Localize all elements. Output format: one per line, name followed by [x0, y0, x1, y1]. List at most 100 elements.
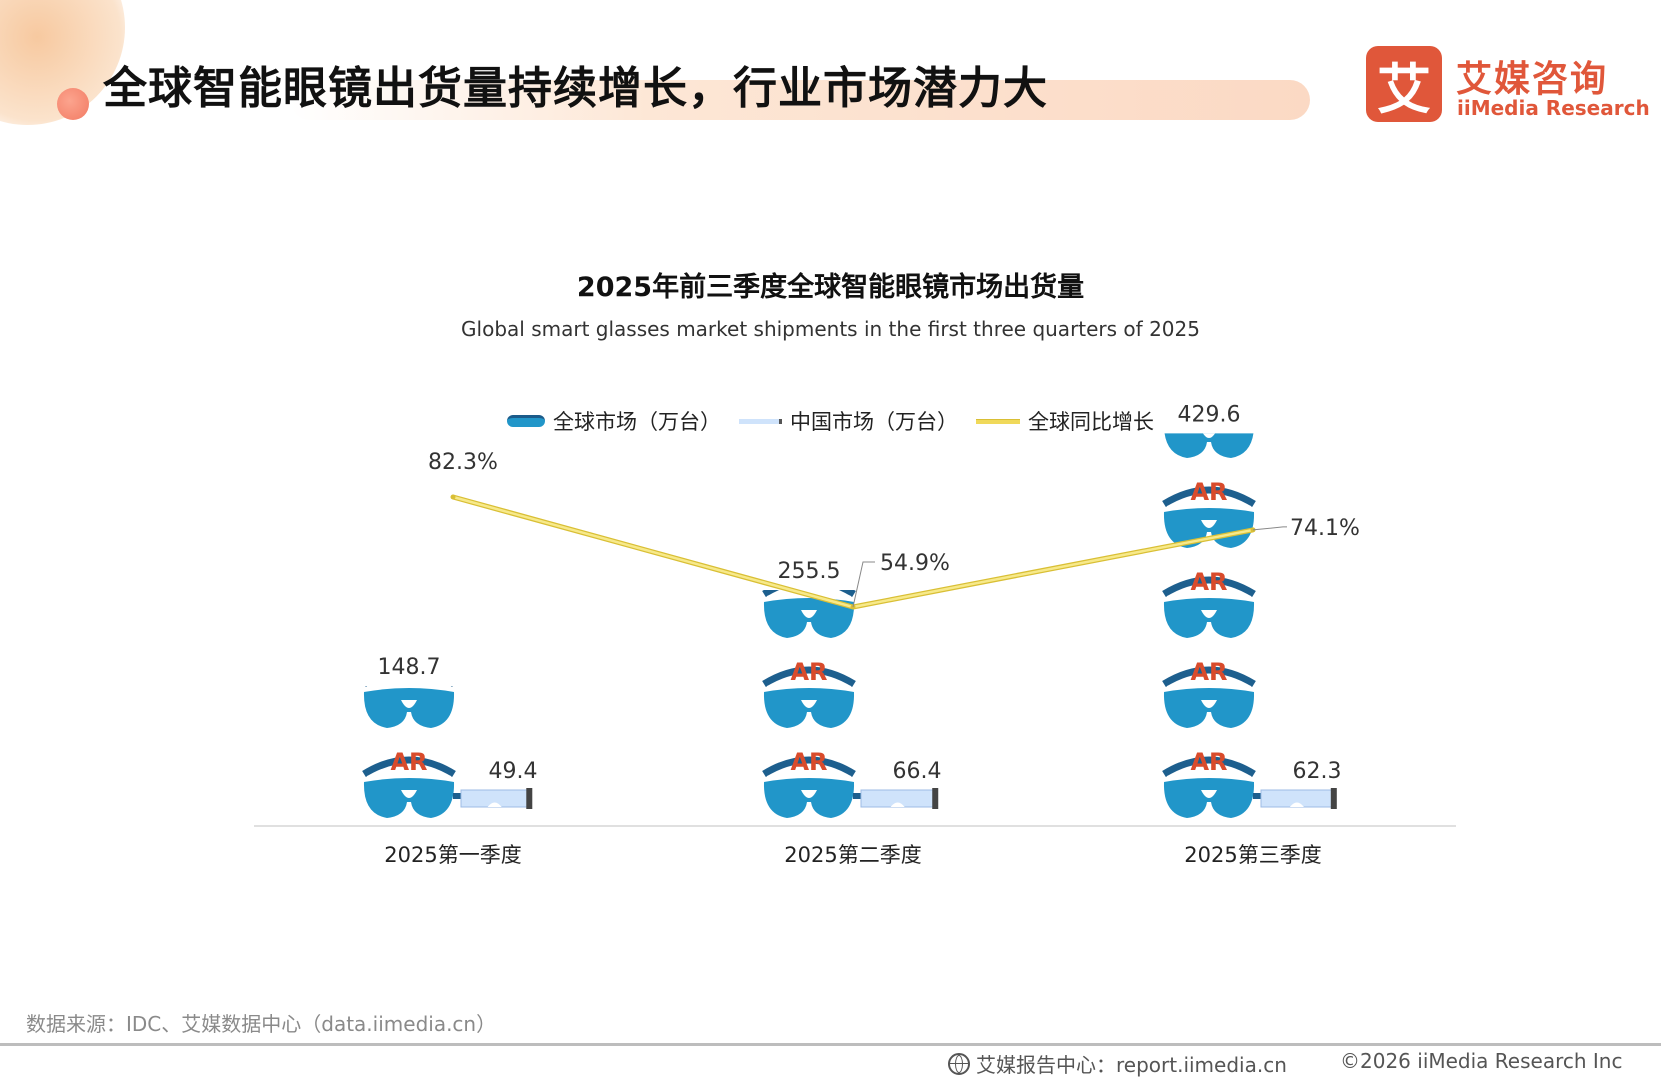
china-pictograph-3-nose	[1289, 802, 1304, 807]
global-pictograph-3-4: AR	[1162, 478, 1256, 548]
growth-label-2: 54.9%	[880, 551, 950, 576]
global-pictograph-2-2-band	[767, 676, 851, 691]
global-pictograph-3-5-nose	[1202, 433, 1216, 438]
global-pictograph-3-1-ar-text: AR	[1190, 748, 1227, 776]
growth-leader-3	[1252, 526, 1287, 531]
global-pictograph-3-3: AR	[1162, 568, 1256, 638]
legend-item-growth: 全球同比增长	[976, 406, 1154, 436]
global-pictograph-2-1-ar-text: AR	[790, 748, 827, 776]
global-pictograph-3-4-ar-text: AR	[1190, 478, 1227, 506]
china-pictograph-2-arm	[932, 788, 939, 809]
chart-legend: 全球市场（万台） 中国市场（万台） 全球同比增长	[0, 406, 1661, 436]
global-pictograph-1-1-body: AR	[362, 748, 456, 818]
global-pictograph-2-3-nose	[801, 610, 817, 618]
global-pictograph-2-2-ar-text: AR	[790, 658, 827, 686]
china-pictograph-1-arm	[526, 788, 533, 809]
global-pictograph-3-3-ar-text: AR	[1190, 568, 1227, 596]
global-pictograph-2-1-body: AR	[762, 748, 856, 818]
legend-label-growth: 全球同比增长	[1028, 410, 1154, 434]
page-title: 全球智能眼镜出货量持续增长，行业市场潜力大	[103, 63, 1048, 114]
data-source: 数据来源：IDC、艾媒数据中心（data.iimedia.cn）	[26, 1012, 497, 1036]
global-pictograph-3-2-nose	[1201, 700, 1217, 708]
global-value-label-3: 429.6	[1178, 402, 1241, 427]
ar-glasses-icon	[507, 415, 545, 427]
china-value-label-2: 66.4	[893, 759, 942, 784]
global-pictograph-3-3-body: AR	[1162, 568, 1256, 638]
china-pictograph-1-hinge	[453, 793, 463, 799]
global-pictograph-3-5: AR	[1164, 433, 1254, 458]
global-pictograph-3-1-nose	[1201, 790, 1217, 798]
logo-chinese-name: 艾媒咨询	[1456, 59, 1609, 100]
footer-report-text: 艾媒报告中心：report.iimedia.cn	[976, 1053, 1287, 1077]
global-pictograph-3-4-band	[1167, 496, 1251, 511]
china-pictograph-1-nose	[487, 802, 502, 807]
global-pictograph-3-2-ar-text: AR	[1190, 658, 1227, 686]
category-label-3: 2025第三季度	[1184, 843, 1321, 867]
legend-label-china: 中国市场（万台）	[790, 410, 958, 434]
global-pictograph-1-2-band	[367, 686, 451, 691]
chart-title: 2025年前三季度全球智能眼镜市场出货量	[576, 272, 1085, 303]
legend-label-global: 全球市场（万台）	[553, 410, 721, 434]
category-label-2: 2025第二季度	[784, 843, 921, 867]
global-pictograph-1-1-frame	[362, 756, 456, 777]
global-pictograph-2-1-frame	[762, 756, 856, 777]
global-pictograph-3-4-frame	[1162, 486, 1256, 507]
category-label-1: 2025第一季度	[384, 843, 521, 867]
growth-label-1: 82.3%	[428, 450, 498, 475]
global-pictograph-1-2-body: AR	[363, 686, 455, 728]
global-pictograph-2-1: AR	[762, 748, 856, 818]
chart-subtitle: Global smart glasses market shipments in…	[461, 317, 1200, 341]
global-pictograph-1-1-band	[367, 766, 451, 781]
global-pictograph-3-5-lenses	[1164, 433, 1254, 458]
global-pictograph-2-2-frame	[762, 666, 856, 687]
global-pictograph-3-2: AR	[1162, 658, 1256, 728]
global-pictograph-3-2-body: AR	[1162, 658, 1256, 728]
global-pictograph-2-1-nose	[801, 790, 817, 798]
global-pictograph-3-2-frame	[1162, 666, 1256, 687]
global-pictograph-3-5-body: AR	[1164, 433, 1254, 458]
global-pictograph-1-2: AR	[363, 686, 455, 728]
global-pictograph-3-4-nose	[1201, 520, 1217, 528]
global-pictograph-3-1: AR	[1162, 748, 1256, 818]
china-pictograph-3-hinge	[1253, 793, 1263, 799]
globe-icon	[948, 1052, 970, 1075]
china-value-label-1: 49.4	[489, 759, 538, 784]
line-icon	[976, 418, 1020, 424]
global-value-label-2: 255.5	[778, 559, 841, 584]
logo-mark-icon: 艾	[1366, 46, 1442, 122]
china-value-label-3: 62.3	[1293, 759, 1342, 784]
global-pictograph-1-1-ar-text: AR	[390, 748, 427, 776]
global-pictograph-1-2-nose	[401, 700, 417, 708]
growth-leader-2	[852, 561, 875, 608]
global-pictograph-3-3-band	[1167, 586, 1251, 601]
global-pictograph-1-1-nose	[401, 790, 417, 798]
china-pictograph-3-arm	[1330, 788, 1337, 809]
china-pictograph-3	[1253, 788, 1337, 809]
global-pictograph-2-2-body: AR	[762, 658, 856, 728]
global-pictograph-3-3-nose	[1201, 610, 1217, 618]
footer-report-center: 艾媒报告中心：report.iimedia.cn	[948, 1049, 1287, 1078]
global-pictograph-3-3-frame	[1162, 576, 1256, 597]
global-value-label-1: 148.7	[378, 655, 441, 680]
china-pictograph-1	[453, 788, 533, 809]
footer-copyright: ©2026 iiMedia Research Inc	[1340, 1049, 1623, 1073]
logo-english-name: iiMedia Research	[1457, 96, 1650, 120]
global-pictograph-2-2-nose	[801, 700, 817, 708]
legend-item-global: 全球市场（万台）	[507, 406, 721, 436]
iimedia-logo: 艾 艾媒咨询 iiMedia Research	[1366, 46, 1650, 126]
global-pictograph-2-1-band	[767, 766, 851, 781]
global-pictograph-3-2-band	[1167, 676, 1251, 691]
china-pictograph-2	[853, 788, 939, 809]
global-pictograph-2-2: AR	[762, 658, 856, 728]
global-pictograph-1-1: AR	[362, 748, 456, 818]
china-pictograph-2-hinge	[853, 793, 863, 799]
global-pictograph-3-4-body: AR	[1162, 478, 1256, 548]
china-pictograph-2-nose	[890, 802, 905, 807]
global-pictograph-3-1-body: AR	[1162, 748, 1256, 818]
global-pictograph-3-1-frame	[1162, 756, 1256, 777]
global-pictograph-2-3-band	[767, 590, 851, 601]
corner-dot-decoration	[57, 88, 89, 120]
global-pictograph-3-1-band	[1167, 766, 1251, 781]
glasses-icon	[739, 418, 782, 424]
shipments-chart: AR AR 148.7 49.4 2025第一季度 AR AR AR 255.5 66.4 2025…	[254, 402, 1456, 867]
